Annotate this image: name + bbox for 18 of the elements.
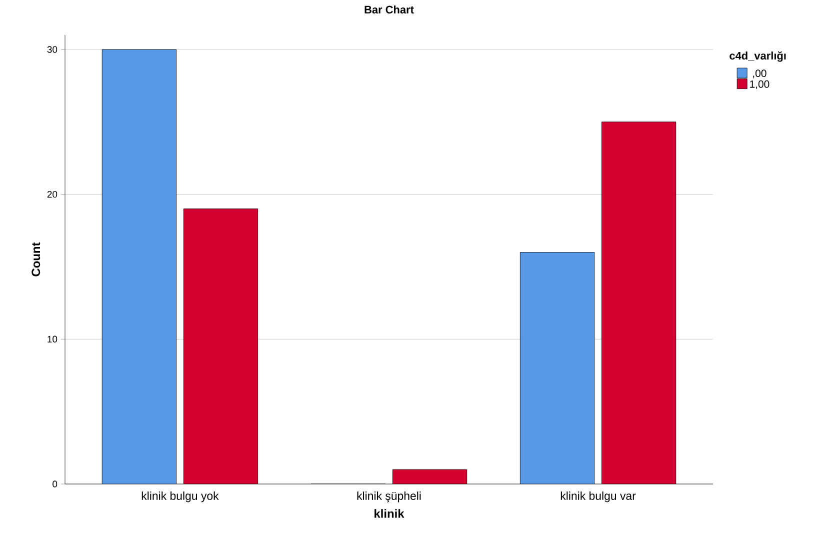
legend-title: c4d_varlığı <box>730 51 786 62</box>
y-tick-label: 10 <box>48 336 58 343</box>
y-tick-label: 30 <box>47 46 58 53</box>
y-axis-title: Count <box>32 242 40 276</box>
bar <box>102 49 176 484</box>
bar <box>184 208 258 484</box>
legend-label: ,00 <box>753 70 766 78</box>
bar <box>520 252 595 484</box>
legend-label: 1,00 <box>750 80 770 90</box>
x-tick-label: klinik bulgu yok <box>142 492 219 502</box>
y-tick-label: 20 <box>47 190 58 198</box>
y-tick-label: 0 <box>52 480 58 488</box>
bar <box>601 122 676 484</box>
x-tick-label: klinik bulgu var <box>560 492 636 502</box>
bar <box>392 470 467 484</box>
x-axis-title: klinik <box>374 509 404 518</box>
chart-title: Bar Chart <box>364 5 414 14</box>
x-tick-label: klinik şüpheli <box>357 492 421 502</box>
